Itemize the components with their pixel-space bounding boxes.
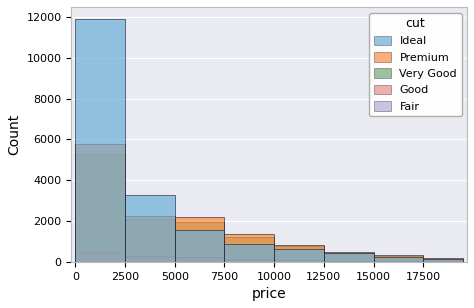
Bar (374, 256, 423, 262)
Bar (175, 258, 225, 262)
Bar (75, 19, 125, 262)
Bar (175, 217, 225, 262)
Bar (324, 261, 374, 262)
Bar (423, 258, 463, 262)
Bar (175, 257, 225, 262)
Bar (75, 252, 125, 262)
Bar (423, 259, 463, 262)
Bar (225, 234, 274, 262)
Bar (324, 261, 374, 262)
Bar (75, 154, 125, 262)
Bar (225, 259, 274, 262)
Bar (75, 144, 125, 262)
Bar (374, 255, 423, 262)
Bar (374, 261, 423, 262)
Bar (423, 259, 463, 262)
Bar (225, 260, 274, 262)
Bar (274, 260, 324, 262)
Bar (374, 257, 423, 262)
Bar (225, 244, 274, 262)
Bar (324, 253, 374, 262)
Bar (274, 246, 324, 262)
Bar (274, 245, 324, 262)
Bar (125, 216, 175, 262)
Bar (125, 219, 175, 262)
Y-axis label: Count: Count (7, 114, 21, 155)
X-axis label: price: price (252, 287, 286, 301)
Bar (423, 261, 463, 262)
Bar (324, 253, 374, 262)
Bar (324, 252, 374, 262)
Bar (125, 256, 175, 262)
Bar (175, 222, 225, 262)
Bar (374, 261, 423, 262)
Bar (125, 195, 175, 262)
Bar (175, 230, 225, 262)
Bar (274, 249, 324, 262)
Legend: Ideal, Premium, Very Good, Good, Fair: Ideal, Premium, Very Good, Good, Fair (369, 13, 462, 116)
Bar (274, 260, 324, 262)
Bar (125, 257, 175, 262)
Bar (225, 237, 274, 262)
Bar (75, 254, 125, 262)
